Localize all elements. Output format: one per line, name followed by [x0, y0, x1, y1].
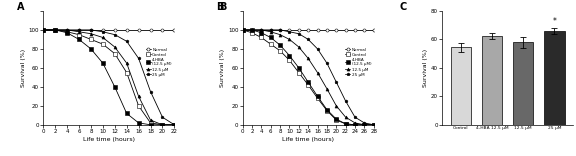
Bar [513, 42, 533, 125]
Legend: Normal, Control, 4-HBA
(12.5 μM), 12.5 μM, 25 μM: Normal, Control, 4-HBA (12.5 μM), 12.5 μ… [146, 47, 172, 77]
Text: B: B [217, 2, 223, 12]
Bar [482, 36, 502, 125]
Y-axis label: Survival (%): Survival (%) [220, 49, 225, 87]
Bar [450, 47, 471, 125]
Legend: Normal, Control, 4-HBA
(12.5 μM), 12.5 μM, 25 μM: Normal, Control, 4-HBA (12.5 μM), 12.5 μ… [345, 47, 372, 77]
Text: A: A [17, 2, 24, 12]
Text: C: C [400, 2, 407, 12]
X-axis label: Life time (hours): Life time (hours) [83, 137, 135, 142]
X-axis label: Life time (hours): Life time (hours) [282, 137, 334, 142]
Y-axis label: Survival (%): Survival (%) [21, 49, 26, 87]
Text: *: * [552, 17, 556, 26]
Bar [544, 31, 564, 125]
Y-axis label: Survival (%): Survival (%) [423, 49, 428, 87]
Text: B: B [219, 2, 226, 12]
